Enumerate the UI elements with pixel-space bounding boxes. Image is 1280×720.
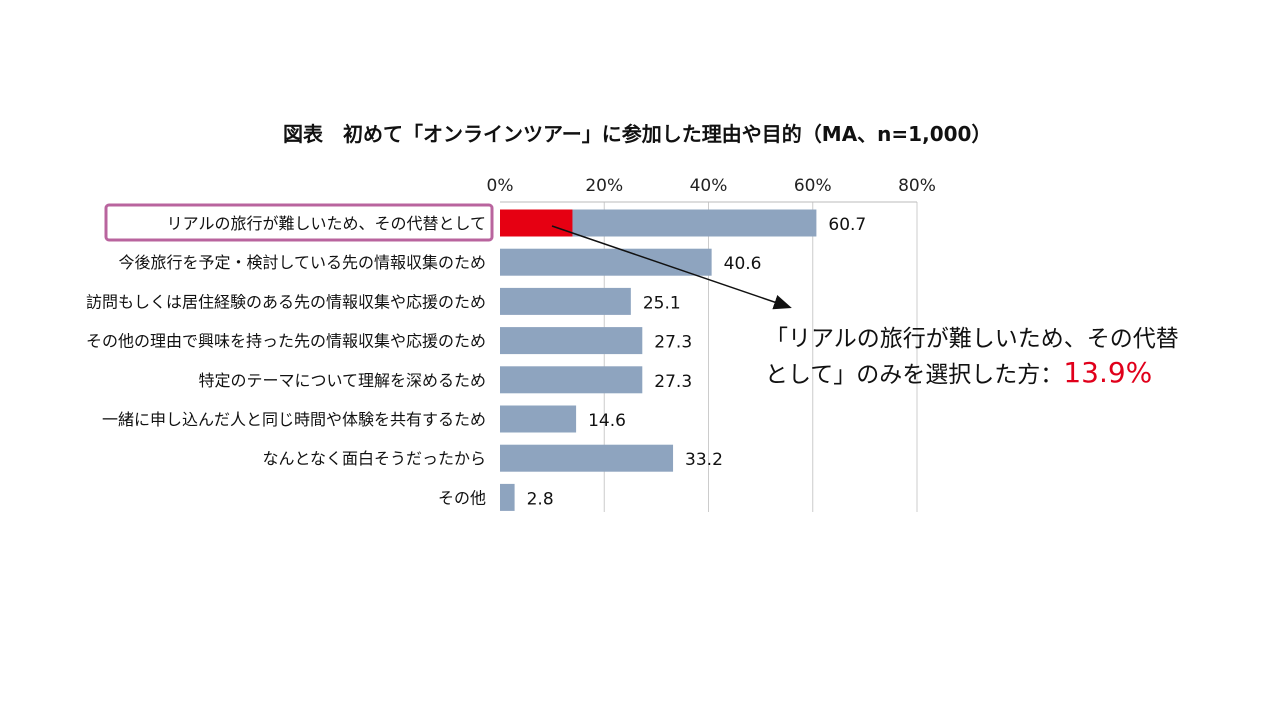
- x-tick-label: 0%: [487, 176, 514, 196]
- highlight-bar: [500, 209, 573, 237]
- bar: [500, 366, 643, 394]
- bar: [500, 483, 515, 511]
- annotation: 「リアルの旅行が難しいため、その代替 として」のみを選択した方：13.9%: [765, 323, 1265, 392]
- bar: [500, 327, 643, 355]
- highlight-box: [104, 203, 494, 242]
- category-label: リアルの旅行が難しいため、その代替として: [167, 214, 486, 233]
- value-label: 25.1: [643, 293, 681, 313]
- category-label: なんとなく面白そうだったから: [262, 449, 486, 468]
- x-tick-label: 40%: [690, 176, 728, 196]
- category-label: 今後旅行を予定・検討している先の情報収集のため: [118, 253, 486, 272]
- annotation-line-2-text: として」のみを選択した方：: [765, 362, 1064, 388]
- annotation-line-2: として」のみを選択した方：13.9%: [765, 356, 1265, 392]
- value-label: 60.7: [828, 215, 866, 235]
- annotation-line-1: 「リアルの旅行が難しいため、その代替: [765, 326, 1179, 352]
- value-label: 14.6: [588, 411, 626, 431]
- category-label: その他の理由で興味を持った先の情報収集や応援のため: [86, 332, 486, 351]
- value-label: 2.8: [527, 489, 554, 509]
- value-label: 33.2: [685, 450, 723, 470]
- x-tick-label: 60%: [794, 176, 832, 196]
- value-label: 27.3: [654, 333, 692, 353]
- bar: [500, 405, 577, 433]
- annotation-arrow: [551, 225, 792, 310]
- x-tick-label: 20%: [585, 176, 623, 196]
- value-label: 27.3: [654, 372, 692, 392]
- bar: [500, 444, 674, 472]
- annotation-value: 13.9%: [1063, 356, 1153, 389]
- category-label: 訪問もしくは居住経験のある先の情報収集や応援のため: [86, 292, 486, 311]
- x-tick-label: 80%: [898, 176, 936, 196]
- chart-title: 図表 初めて「オンラインツアー」に参加した理由や目的（MA、n=1,000）: [283, 122, 992, 146]
- bar: [500, 248, 712, 276]
- bar: [500, 287, 631, 315]
- category-label: 一緒に申し込んだ人と同じ時間や体験を共有するため: [102, 410, 486, 429]
- value-label: 40.6: [724, 254, 762, 274]
- category-label: その他: [438, 488, 486, 507]
- category-label: 特定のテーマについて理解を深めるため: [198, 371, 486, 390]
